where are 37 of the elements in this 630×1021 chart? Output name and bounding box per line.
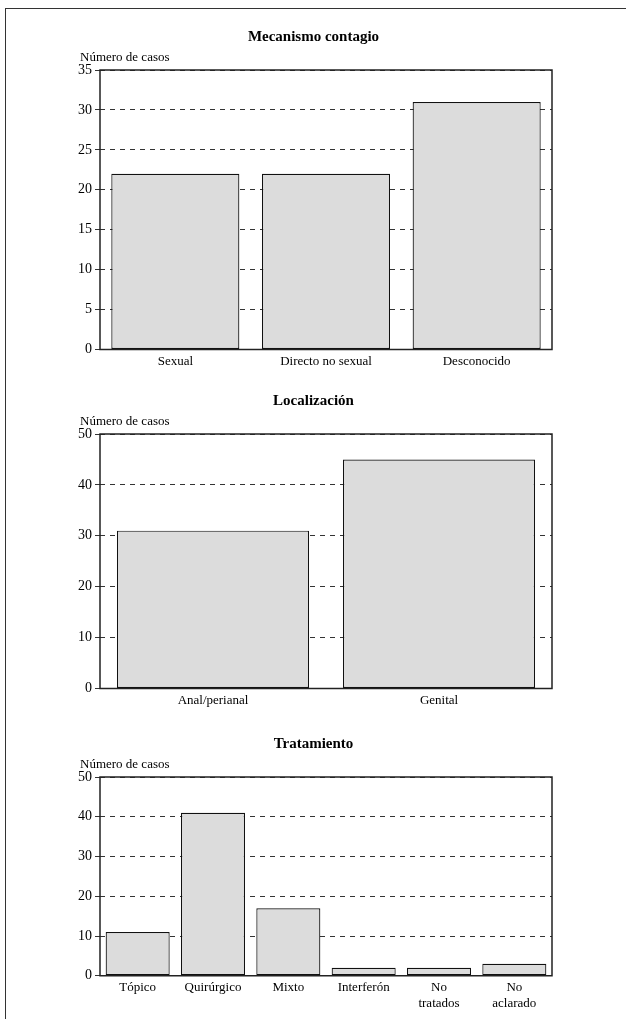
y-tick-label: 20 [78,887,92,903]
x-tick-label: Sexual [157,352,194,368]
y-tick-label: 5 [85,301,92,317]
x-tick-label: Interferón [337,979,391,995]
y-tick-label: 10 [78,261,92,277]
x-tick-label: Tópico [119,979,157,995]
x-tick-label: Quirúrgico [184,979,242,995]
y-tick-label: 30 [78,527,92,543]
y-tick-label: 20 [78,181,92,197]
y-tick-label: 0 [85,341,92,357]
y-tick-label: 20 [78,578,92,594]
x-tick-label: Directo no sexual [280,352,373,368]
y-tick-label: 0 [85,967,92,983]
y-tick-label: 10 [78,629,92,645]
x-tick-label: Genital [419,691,459,707]
y-axis-title: Número de casos [80,48,170,64]
chart-title: Tratamiento [273,734,354,751]
chart-title: Localización [273,391,355,408]
y-tick-label: 30 [78,848,92,864]
y-tick-label: 50 [78,768,92,784]
y-axis-title: Número de casos [80,412,170,428]
x-tick-label: Desconocido [442,352,511,368]
y-tick-label: 40 [78,476,92,492]
y-tick-label: 0 [85,680,92,696]
y-tick-label: 10 [78,927,92,943]
y-tick-label: 35 [78,61,92,77]
y-tick-label: 40 [78,808,92,824]
x-tick-label: No tratados [418,979,460,1010]
x-tick-label: Anal/perianal [177,691,249,707]
y-axis-title: Número de casos [80,755,170,771]
x-tick-label: Mixto [272,979,305,995]
y-tick-label: 50 [78,425,92,441]
chart-title: Mecanismo contagio [247,27,380,44]
y-tick-label: 30 [78,101,92,117]
y-tick-label: 15 [78,221,92,237]
y-tick-label: 25 [78,141,92,157]
x-tick-label: No aclarado [492,979,537,1010]
